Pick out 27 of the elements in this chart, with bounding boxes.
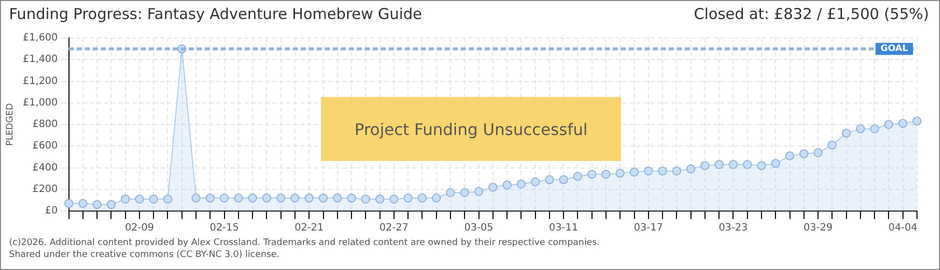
y-tick-label: £1,200	[22, 76, 58, 87]
x-tick-label: 02-09	[124, 222, 154, 234]
y-tick-label: £600	[32, 140, 58, 152]
y-tick-label: £200	[32, 184, 58, 195]
y-tick-label: £1,600	[22, 32, 58, 44]
chart-title: Funding Progress: Fantasy Adventure Homebrew Guide	[9, 5, 422, 25]
y-axis-title: PLEDGED	[6, 103, 16, 146]
x-tick-label: 03-29	[804, 222, 833, 234]
text: (c)2026. Additional content provided by Alex Crossland. Trademarks and related content are owned by their respective companies.	[9, 237, 601, 249]
x-tick-label: 03-17	[634, 222, 663, 234]
x-tick-label: 02-27	[379, 222, 408, 234]
y-tick-label: £800	[32, 119, 58, 130]
x-tick-label: 02-21	[294, 222, 324, 234]
x-tick-label: 02-15	[210, 222, 239, 234]
status-banner: Project Funding Unsuccessful	[321, 97, 621, 161]
ref-line-label: GOAL	[880, 44, 908, 54]
y-tick-label: £1,400	[22, 54, 58, 66]
text: Shared under the creative commons (CC BY-NC 3.0) license.	[9, 249, 281, 261]
chart-subtitle: Closed at: £832 / £1,500 (55%)	[694, 5, 929, 25]
x-tick-label: 04-04	[888, 222, 918, 234]
x-tick-label: 03-23	[718, 222, 748, 234]
y-tick-label: £400	[32, 162, 58, 174]
x-tick-label: 03-05	[464, 222, 494, 234]
x-tick-label: 03-11	[549, 222, 578, 234]
y-tick-label: £0	[45, 206, 58, 217]
annotation: Project Funding Unsuccessful	[354, 120, 588, 138]
y-tick-label: £1,000	[22, 97, 58, 108]
